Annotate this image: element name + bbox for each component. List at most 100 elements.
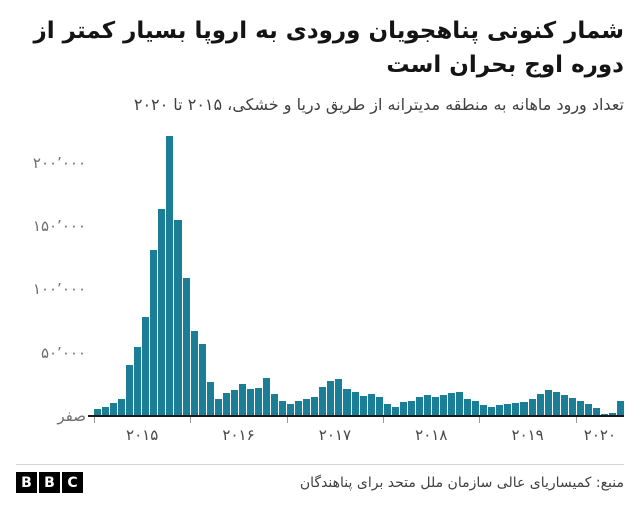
y-axis-label: ۵۰٬۰۰۰ [40,343,86,362]
bar [214,399,222,416]
bar [528,399,536,416]
bar [584,403,592,416]
bar [287,403,295,416]
bar [94,409,102,416]
x-axis-ticks [94,417,624,423]
plot-area: ۲۰۱۵ ۲۰۱۶ ۲۰۱۷ ۲۰۱۸ ۲۰۱۹ ۲۰۲۰ [88,131,625,444]
bar [456,391,464,416]
bar [166,135,174,416]
bar [295,400,303,416]
bar [279,401,287,416]
bar [343,389,351,416]
bar [134,346,142,416]
bar [158,208,166,416]
bar [448,393,456,416]
bar [351,391,359,416]
bar [182,278,190,416]
bar [335,379,343,416]
bar [504,404,512,416]
bar [544,389,552,416]
y-axis: ۲۰۰٬۰۰۰ ۱۵۰٬۰۰۰ ۱۰۰٬۰۰۰ ۵۰٬۰۰۰ صفر [16,131,94,425]
bar [142,316,150,416]
x-axis-label: ۲۰۱۷ [318,426,352,444]
bar [609,413,617,416]
bar [480,405,488,416]
bar [367,394,375,416]
bar [520,401,528,416]
bar [262,377,271,416]
bbc-logo-block: C [62,472,83,493]
bar [617,400,625,416]
bar [206,381,214,416]
bar-chart: ۲۰۰٬۰۰۰ ۱۵۰٬۰۰۰ ۱۰۰٬۰۰۰ ۵۰٬۰۰۰ صفر ۲۰۱۵ ۲۰۱۶ ۲… [16,131,625,444]
source-text: منبع: کمیساریای عالی سازمان ملل متحد برا… [299,474,624,491]
x-axis-tick [575,417,577,423]
bar [488,407,496,416]
x-axis-tick [383,417,385,423]
bbc-logo-block: B [39,472,60,493]
bar [271,394,279,416]
x-axis-label: ۲۰۲۰ [583,426,617,444]
x-axis-labels: ۲۰۱۵ ۲۰۱۶ ۲۰۱۷ ۲۰۱۸ ۲۰۱۹ ۲۰۲۰ [94,416,624,450]
bar [536,393,544,416]
x-axis-label: ۲۰۱۸ [415,426,448,444]
x-axis-label: ۲۰۱۹ [511,426,544,444]
bar [254,388,262,416]
bar [568,398,576,416]
bar [150,250,158,416]
bar [222,393,230,416]
bar [102,406,110,416]
y-axis-label: ۱۵۰٬۰۰۰ [32,217,86,235]
chart-subtitle: تعداد ورود ماهانه به منطقه مدیترانه از ط… [133,95,624,114]
bar [311,396,319,416]
bar [415,396,423,416]
x-axis-tick [286,417,288,423]
bar [560,394,568,416]
bar [592,407,600,416]
footer-divider [16,464,624,465]
bar [383,404,391,416]
bar [230,389,238,416]
x-axis-label: ۲۰۱۶ [222,426,255,444]
bar [174,219,182,416]
bar [407,400,415,416]
bar [359,396,367,416]
bar [246,388,254,416]
page-title: شمار کنونی پناهجویان ورودی به اروپا بسیا… [33,18,625,78]
y-axis-label: ۲۰۰٬۰۰۰ [32,153,86,172]
bar [431,397,440,416]
bar [118,398,126,416]
y-axis-label: صفر [57,407,86,425]
bar [198,343,206,416]
bar [399,402,407,416]
bar [391,406,399,416]
bar [512,402,520,416]
x-axis-line [88,415,624,417]
bar [126,365,134,416]
bar [110,403,118,416]
bar [238,384,246,416]
x-axis-label: ۲۰۱۵ [126,426,159,444]
bar [496,404,504,416]
bar [576,400,584,416]
bar [319,387,327,416]
bbc-logo-block: B [16,472,37,493]
bar [303,398,311,416]
y-axis-label: ۱۰۰٬۰۰۰ [32,280,86,299]
x-axis-tick [190,417,192,423]
bar [327,381,335,416]
bars-container [94,131,625,416]
bar [375,397,383,416]
bar [552,392,560,416]
x-axis-tick [479,417,481,423]
bar [190,330,198,416]
bar [600,413,608,416]
header: شمار کنونی پناهجویان ورودی به اروپا بسیا… [16,14,625,117]
bar [464,398,472,416]
x-axis-tick [94,417,95,423]
bar [423,395,431,416]
